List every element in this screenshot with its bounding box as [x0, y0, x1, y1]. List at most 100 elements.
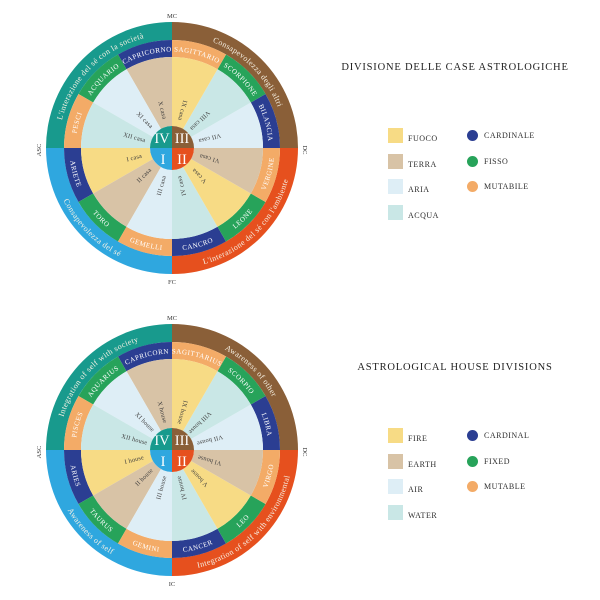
- sign-segment-taurus: [78, 495, 127, 544]
- cardinal-point-top: MC: [167, 13, 177, 20]
- house-segment-8: [183, 69, 251, 137]
- house-segment-6: [191, 450, 263, 496]
- house-segment-1: [81, 450, 153, 496]
- legend-item-cardinal: CARDINAL: [467, 430, 529, 441]
- cardinal-point-bottom: IC: [169, 581, 176, 588]
- cardinal-point-right: DC: [301, 447, 308, 456]
- house-label-1: I house: [124, 454, 145, 466]
- house-segment-9: [172, 359, 218, 431]
- quadrant-ring-top-left: [46, 22, 172, 148]
- house-segment-4: [172, 167, 218, 239]
- quadrant-numeral-III: III: [175, 131, 190, 147]
- quadrant-numeral-II: II: [177, 454, 187, 470]
- legend-item-fire: FIRE: [388, 428, 467, 443]
- sign-segment-vergine: [250, 148, 280, 202]
- sign-segment-aquarius: [78, 356, 127, 405]
- sign-segment-gemelli: [118, 226, 172, 256]
- mutable-color-dot: [467, 181, 478, 192]
- legend-label: ARIA: [408, 185, 430, 194]
- legend-label: TERRA: [408, 159, 437, 169]
- legend-title-english: ASTROLOGICAL HOUSE DIVISIONS: [357, 362, 553, 373]
- legend-item-mutabile: MUTABILE: [467, 181, 535, 192]
- air-color-swatch: [388, 179, 403, 194]
- sign-segment-scorpio: [217, 356, 266, 405]
- house-segment-9: [172, 56, 218, 129]
- quadrant-ring-top-right: [172, 22, 298, 148]
- legend-item-aria: ARIA: [388, 179, 467, 194]
- cardinal-point-left: ASC: [36, 144, 43, 157]
- sign-segment-libra: [250, 396, 280, 450]
- cardinal-color-dot: [467, 430, 478, 441]
- legend-item-acqua: ACQUA: [388, 204, 467, 220]
- hub-quadrant-top-right: [172, 126, 194, 148]
- sign-segment-capricorno: [118, 40, 172, 70]
- sign-segment-leo: [217, 495, 266, 544]
- house-segment-8: [183, 371, 251, 439]
- house-segment-11: [93, 69, 161, 137]
- water-color-swatch: [388, 504, 403, 520]
- house-label-10: X casa: [156, 101, 167, 120]
- house-segment-7: [191, 404, 263, 450]
- sign-segment-pesci: [64, 94, 94, 148]
- quadrant-numeral-IV: IV: [154, 433, 170, 449]
- legend-item-fisso: FISSO: [467, 155, 535, 167]
- sign-segment-cancro: [172, 226, 226, 256]
- fire-color-swatch: [388, 128, 403, 143]
- quadrant-ring-bottom-left: [46, 148, 172, 274]
- sign-segment-bilancia: [250, 94, 280, 148]
- cardinal-point-top: MC: [167, 315, 177, 322]
- house-segment-12: [81, 404, 153, 450]
- quadrant-numeral-I: I: [161, 454, 166, 470]
- hub-quadrant-bottom-left: [150, 450, 172, 472]
- quadrant-numeral-III: III: [175, 433, 190, 449]
- house-segment-2: [93, 159, 161, 227]
- fixed-color-dot: [467, 155, 478, 167]
- quadrant-numeral-IV: IV: [154, 131, 170, 147]
- legend-item-air: AIR: [388, 479, 467, 494]
- water-color-swatch: [388, 204, 403, 220]
- legend-label: FIXED: [484, 456, 511, 466]
- sign-segment-capricorn: [118, 342, 172, 372]
- house-segment-3: [126, 167, 172, 239]
- hub-quadrant-top-left: [150, 428, 172, 450]
- sign-segment-sagittario: [172, 40, 226, 70]
- legend-label: FUOCO: [408, 134, 438, 143]
- house-segment-2: [93, 461, 161, 529]
- sign-segment-pisces: [64, 396, 94, 450]
- earth-color-swatch: [388, 453, 403, 469]
- fire-color-swatch: [388, 428, 403, 443]
- house-segment-4: [172, 469, 218, 541]
- quadrant-numeral-II: II: [177, 152, 187, 168]
- legend-italian: DIVISIONE DELLE CASE ASTROLOGICHE FUOCO …: [330, 62, 580, 220]
- legend-item-water: WATER: [388, 504, 467, 520]
- legend-item-mutable: MUTABLE: [467, 481, 529, 492]
- house-segment-5: [183, 461, 251, 529]
- house-segment-7: [191, 102, 263, 148]
- sign-segment-acquario: [78, 54, 127, 103]
- legend-item-fixed: FIXED: [467, 455, 529, 467]
- quadrant-ring-bottom-left: [46, 450, 172, 576]
- sign-segment-aries: [64, 450, 94, 504]
- house-label-1: I casa: [126, 153, 143, 164]
- sign-segment-sagittarius: [172, 342, 226, 372]
- hub-quadrant-bottom-right: [172, 450, 194, 472]
- hub-quadrant-top-right: [172, 428, 194, 450]
- sign-segment-scorpione: [217, 54, 266, 103]
- sign-segment-gemini: [118, 528, 172, 558]
- legend-label: ACQUA: [408, 210, 439, 220]
- house-segment-11: [93, 371, 161, 439]
- legend-label: FISSO: [484, 156, 509, 166]
- quadrant-ring-top-right: [172, 324, 298, 450]
- house-segment-3: [126, 469, 172, 541]
- cardinal-point-right: DC: [301, 145, 308, 154]
- hub-quadrant-bottom-right: [172, 148, 194, 170]
- cardinal-point-left: ASC: [36, 446, 43, 459]
- legend-item-terra: TERRA: [388, 153, 467, 169]
- legend-label: FIRE: [408, 434, 428, 443]
- legend-label: AIR: [408, 485, 424, 494]
- legend-title-italian: DIVISIONE DELLE CASE ASTROLOGICHE: [341, 62, 569, 73]
- quadrant-numeral-I: I: [161, 152, 166, 168]
